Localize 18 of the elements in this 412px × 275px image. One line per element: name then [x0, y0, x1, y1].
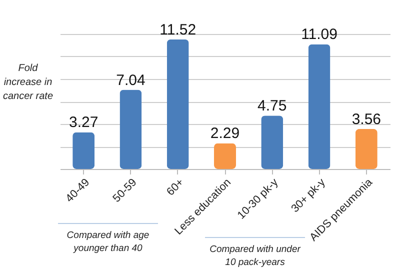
- data-label: 3.56: [352, 110, 382, 128]
- data-label: 2.29: [210, 125, 240, 142]
- data-label: 11.52: [160, 21, 196, 38]
- text: Compared with under 10 pack-years: [205, 237, 305, 269]
- bar: [261, 116, 284, 169]
- data-label: 3.27: [68, 114, 98, 132]
- bar: [355, 128, 378, 169]
- bar: [120, 90, 142, 169]
- bar: [214, 143, 236, 169]
- text: Compared with age younger than 40: [58, 223, 158, 255]
- x-tick-label: 60+: [164, 176, 186, 198]
- data-label: 7.04: [116, 72, 146, 89]
- data-label: 4.75: [258, 98, 287, 115]
- data-label: 11.09: [301, 26, 338, 44]
- bar: [308, 44, 330, 169]
- bar: [166, 39, 189, 169]
- y-axis-title: Fold increase in cancer rate: [2, 62, 54, 104]
- bar: [72, 132, 95, 169]
